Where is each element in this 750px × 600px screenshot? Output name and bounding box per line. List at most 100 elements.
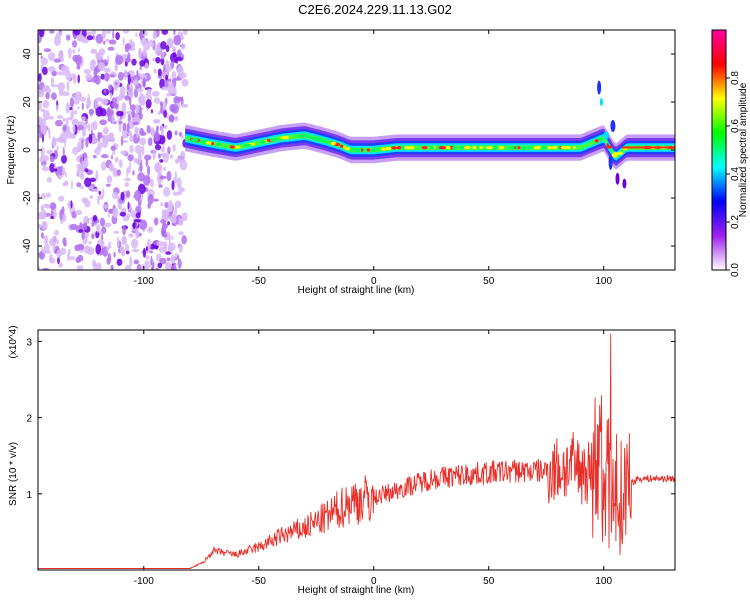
noise-blob (135, 32, 138, 38)
colorbar-tick-label: 0.6 (730, 119, 741, 133)
noise-blob (180, 43, 186, 50)
noise-blob (62, 146, 65, 157)
noise-blob (85, 73, 93, 81)
noise-blob (75, 209, 83, 215)
noise-blob (122, 37, 125, 47)
noise-blob (55, 166, 63, 178)
noise-blob (158, 184, 163, 188)
noise-blob (92, 155, 97, 159)
noise-blob (176, 255, 180, 261)
noise-blob (166, 170, 172, 182)
noise-blob (50, 77, 55, 86)
noise-blob (134, 126, 140, 134)
noise-blob (121, 248, 126, 257)
noise-blob (134, 145, 143, 154)
noise-blob (78, 229, 84, 233)
noise-blob (84, 177, 92, 188)
colorbar-tick-label: 0.4 (730, 167, 741, 181)
noise-blob (98, 62, 106, 72)
noise-blob (120, 150, 128, 155)
noise-blob (138, 47, 142, 59)
noise-blob (94, 99, 99, 109)
noise-blob (159, 159, 164, 163)
noise-blob (97, 141, 103, 151)
noise-blob (97, 132, 103, 139)
noise-blob (56, 174, 63, 179)
noise-blob (68, 47, 72, 59)
noise-blob (73, 109, 78, 115)
noise-blob (72, 49, 76, 54)
noise-blob (163, 167, 166, 172)
noise-blob (110, 145, 116, 151)
noise-blob (92, 75, 99, 83)
hotspot (233, 145, 241, 149)
noise-blob (124, 69, 128, 78)
noise-blob (145, 99, 152, 109)
noise-blob (107, 55, 110, 64)
noise-blob (60, 31, 63, 37)
spectrogram-x-label: Height of straight line (km) (298, 285, 415, 296)
noise-blob (53, 168, 58, 172)
noise-blob (72, 92, 79, 100)
noise-blob (167, 200, 173, 210)
noise-blob (133, 219, 142, 223)
noise-blob (154, 162, 161, 172)
noise-blob (181, 78, 189, 87)
noise-blob (77, 74, 80, 84)
noise-blob (108, 209, 113, 213)
noise-blob (73, 30, 81, 36)
noise-blob (172, 144, 176, 152)
noise-blob (148, 194, 153, 200)
noise-blob (153, 68, 157, 74)
ridge-tail (622, 146, 675, 149)
hotspot (343, 145, 346, 149)
noise-blob (157, 68, 162, 77)
noise-blob (38, 102, 42, 111)
noise-blob (111, 265, 114, 270)
noise-blob (103, 72, 110, 82)
noise-blob (149, 250, 153, 254)
hotspot (459, 146, 466, 150)
noise-blob (139, 137, 147, 146)
noise-blob (54, 229, 59, 236)
noise-blob (176, 177, 182, 189)
noise-blob (105, 183, 111, 187)
noise-blob (108, 84, 113, 91)
noise-blob (171, 104, 179, 114)
noise-blob (109, 74, 116, 78)
y-tick-label: -20 (22, 190, 33, 205)
noise-blob (120, 135, 124, 146)
noise-blob (131, 43, 136, 47)
noise-blob (101, 188, 105, 198)
snr-y-exponent: (x10^4) (8, 325, 19, 358)
noise-blob (56, 145, 59, 153)
noise-blob (153, 132, 159, 142)
noise-blob (56, 71, 64, 76)
noise-blob (41, 166, 50, 172)
noise-blob (174, 115, 179, 122)
noise-blob (127, 154, 134, 162)
noise-blob (88, 108, 95, 116)
noise-blob (106, 245, 112, 249)
noise-blob (174, 206, 177, 218)
noise-blob (38, 89, 45, 98)
spectrogram-plot-area (38, 30, 675, 270)
noise-blob (40, 209, 47, 220)
noise-blob (96, 224, 100, 233)
noise-blob (165, 74, 169, 81)
noise-blob (142, 247, 146, 258)
hotspot (498, 146, 505, 150)
colorbar-label: Normalized spectral amplitude (738, 82, 749, 217)
noise-blob (77, 141, 82, 153)
noise-blob (171, 235, 174, 241)
noise-blob (42, 66, 48, 76)
noise-blob (167, 221, 171, 226)
noise-blob (81, 231, 85, 240)
x-tick-label: -100 (134, 576, 154, 587)
noise-blob (93, 149, 97, 154)
noise-blob (178, 218, 184, 226)
noise-blob (170, 82, 174, 90)
noise-blob (42, 110, 51, 121)
hotspot (479, 146, 482, 150)
noise-blob (106, 30, 111, 35)
